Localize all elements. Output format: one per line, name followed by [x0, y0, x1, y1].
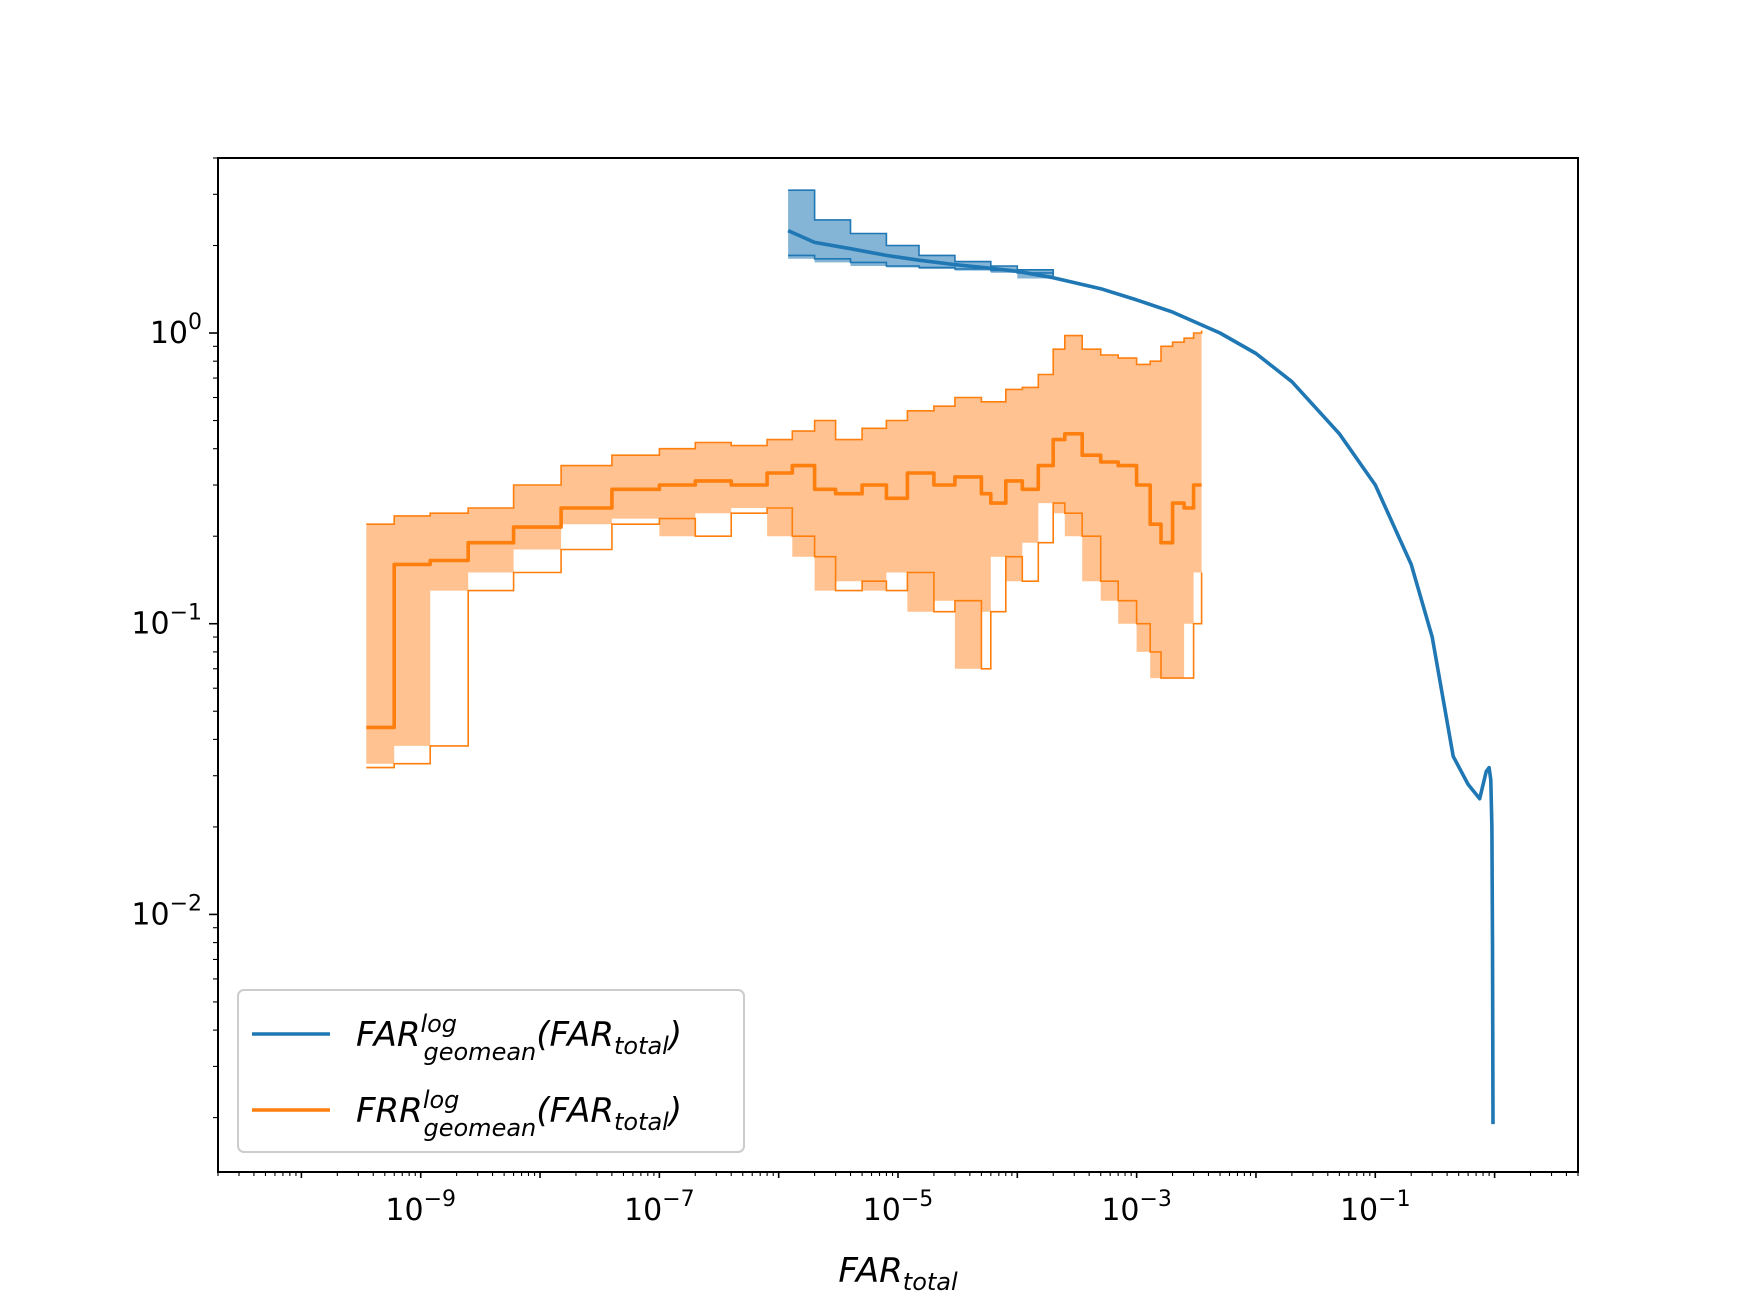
y-tick-label: 100 [150, 310, 202, 351]
x-axis-ticks: 10−9 10−7 10−5 10−3 10−1 [217, 1172, 1579, 1228]
far-legend-label: FARlog geomean(FARtotal) [356, 1010, 682, 1066]
x-tick-label: 10−3 [1101, 1187, 1172, 1228]
far-line [787, 228, 1495, 1125]
x-axis-label: FARtotal [838, 1251, 958, 1296]
x-tick-label: 10−1 [1340, 1187, 1411, 1228]
y-tick-label: 10−1 [131, 601, 202, 642]
frr-band-upper [366, 330, 1203, 525]
series-lines [366, 228, 1495, 1125]
frr-legend-label: FRRlog geomean(FARtotal) [356, 1086, 682, 1142]
y-tick-label: 10−2 [131, 891, 202, 932]
legend-box [237, 989, 745, 1153]
far-band-upper [788, 189, 1054, 277]
x-axis-label-base: FAR [838, 1251, 902, 1291]
x-tick-label: 10−9 [385, 1187, 456, 1228]
far-band-fill [788, 190, 1054, 279]
frr-band-lower [366, 502, 1203, 769]
frr-line [366, 432, 1202, 730]
x-tick-label: 10−7 [624, 1187, 695, 1228]
x-tick-label: 10−5 [863, 1187, 934, 1228]
x-axis-label-sub: total [903, 1268, 958, 1296]
frr-band-fill [366, 330, 1202, 768]
legend: FARlog geomean(FARtotal) FRRlog geomean(FAR… [237, 989, 745, 1153]
confidence-bands [366, 189, 1203, 769]
y-axis-ticks: 100 10−1 10−2 [131, 157, 218, 1119]
